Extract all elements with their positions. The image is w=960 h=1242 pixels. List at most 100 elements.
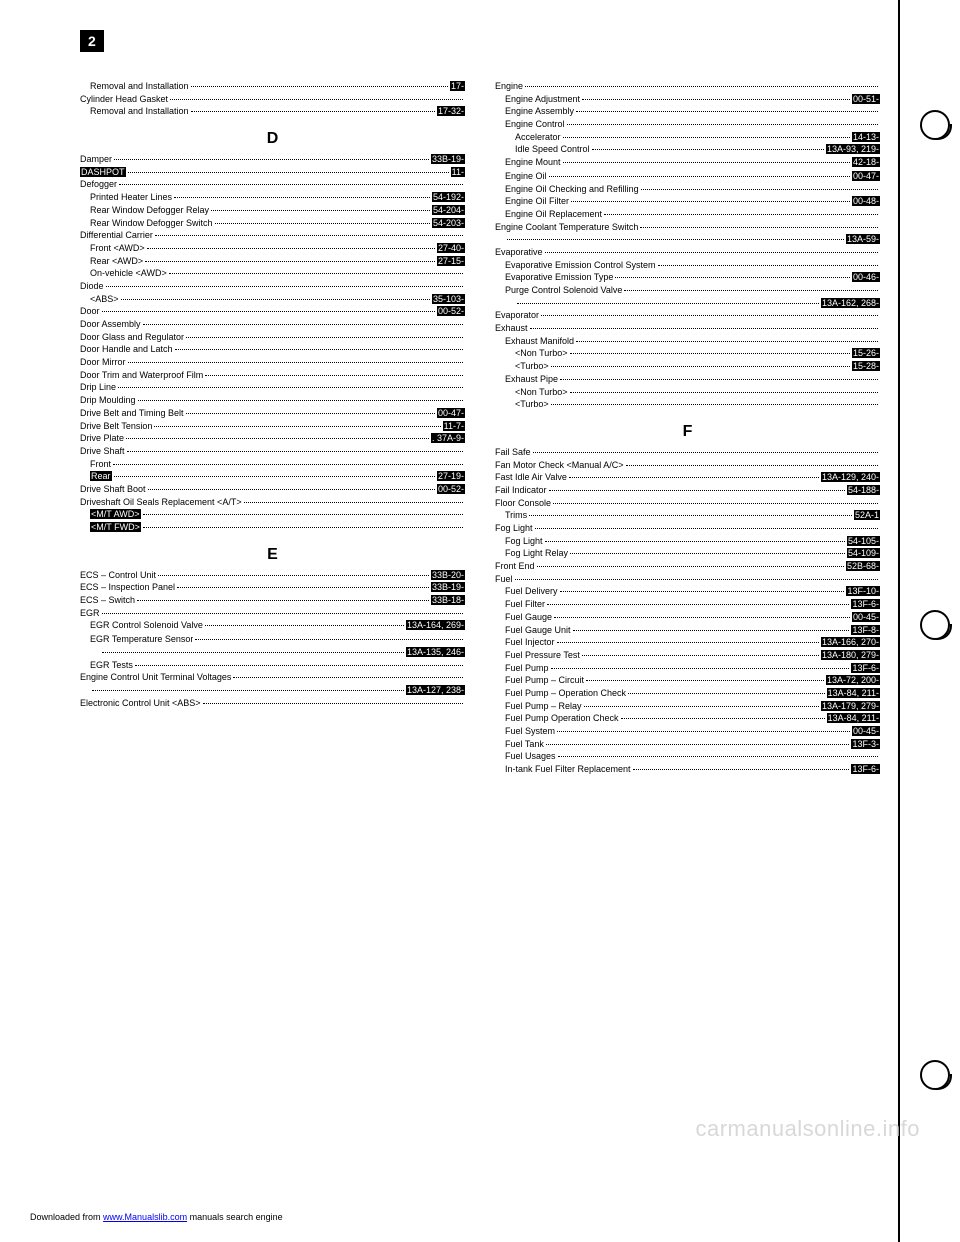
- entry-label: Fuel Pump: [505, 663, 549, 675]
- leader-dots: [570, 553, 845, 554]
- entry-label: Fuel Injector: [505, 637, 555, 649]
- entry-label: ECS – Control Unit: [80, 570, 156, 582]
- index-entry: Evaporator: [495, 310, 880, 322]
- index-entry: Damper33B-19-: [80, 154, 465, 166]
- leader-dots: [155, 235, 463, 236]
- entry-ref: 17-: [450, 81, 465, 93]
- leader-dots: [529, 515, 852, 516]
- binder-ring: [920, 110, 950, 140]
- leader-dots: [118, 387, 463, 388]
- entry-ref: 13A-84, 211-: [827, 688, 880, 700]
- index-entry: DASHPOT11-: [80, 167, 465, 179]
- entry-label: Exhaust Pipe: [505, 374, 558, 386]
- index-entry: Engine Oil Checking and Refilling: [495, 184, 880, 196]
- section-heading: D: [80, 130, 465, 148]
- entry-label: Fuel Filter: [505, 599, 545, 611]
- index-entry: Fuel Injector13A-166, 270-: [495, 637, 880, 649]
- entry-label: <Turbo>: [515, 399, 549, 411]
- entry-ref: 00-45-: [852, 726, 880, 738]
- leader-dots: [145, 261, 435, 262]
- entry-label: EGR Tests: [90, 660, 133, 672]
- leader-dots: [143, 514, 463, 515]
- leader-dots: [126, 438, 429, 439]
- entry-ref: 52B-68-: [846, 561, 880, 573]
- leader-dots: [537, 566, 844, 567]
- entry-label: Fan Motor Check <Manual A/C>: [495, 460, 624, 472]
- leader-dots: [244, 502, 463, 503]
- right-column: EngineEngine Adjustment00-51-Engine Asse…: [495, 80, 880, 777]
- leader-dots: [158, 575, 429, 576]
- leader-dots: [137, 600, 429, 601]
- index-entry: Rear Window Defogger Switch54-203-: [80, 218, 465, 230]
- leader-dots: [546, 744, 850, 745]
- index-entry: Rear <AWD>27-15-: [80, 256, 465, 268]
- index-entry: Front: [80, 459, 465, 471]
- binder-ring: [920, 610, 950, 640]
- leader-dots: [551, 366, 850, 367]
- entry-label: Fuel Pump Operation Check: [505, 713, 619, 725]
- footer-prefix: Downloaded from: [30, 1212, 103, 1222]
- index-entry: Engine Coolant Temperature Switch: [495, 222, 880, 234]
- entry-label: Drip Line: [80, 382, 116, 394]
- entry-label: Engine: [495, 81, 523, 93]
- entry-label: Engine Coolant Temperature Switch: [495, 222, 638, 234]
- leader-dots: [203, 703, 463, 704]
- index-entry: Fog Light: [495, 523, 880, 535]
- entry-ref: 54-204-: [432, 205, 465, 217]
- index-entry: Electronic Control Unit <ABS>: [80, 698, 465, 710]
- entry-ref: 00-51-: [852, 94, 880, 106]
- entry-ref: 13F-6-: [851, 599, 880, 611]
- index-entry: Door Trim and Waterproof Film: [80, 370, 465, 382]
- index-entry: Diode: [80, 281, 465, 293]
- entry-label: Floor Console: [495, 498, 551, 510]
- leader-dots: [205, 375, 463, 376]
- entry-ref: 33B-19-: [431, 154, 465, 166]
- leader-dots: [170, 99, 463, 100]
- leader-dots: [191, 111, 435, 112]
- entry-label: <Non Turbo>: [515, 348, 568, 360]
- index-entry: Fuel Pump – Operation Check13A-84, 211-: [495, 688, 880, 700]
- columns: Removal and Installation17-Cylinder Head…: [80, 80, 880, 777]
- binder-ring: [920, 1060, 950, 1090]
- index-entry: Fuel Delivery13F-10-: [495, 586, 880, 598]
- index-entry: Engine Control: [495, 119, 880, 131]
- entry-label: Fail Indicator: [495, 485, 547, 497]
- entry-ref: 13A-59-: [846, 234, 880, 246]
- entry-label: DASHPOT: [80, 167, 126, 179]
- index-entry: ECS – Inspection Panel33B-19-: [80, 582, 465, 594]
- index-entry: Engine Oil00-47-: [495, 171, 880, 183]
- entry-label: <Turbo>: [515, 361, 549, 373]
- entry-label: Removal and Installation: [90, 106, 189, 118]
- entry-label: Driveshaft Oil Seals Replacement <A/T>: [80, 497, 242, 509]
- footer-download: Downloaded from www.Manualslib.com manua…: [30, 1212, 283, 1222]
- entry-label: Engine Control: [505, 119, 565, 131]
- entry-ref: 13A-93, 219-: [826, 144, 880, 156]
- index-entry: Door Glass and Regulator: [80, 332, 465, 344]
- leader-dots: [604, 214, 878, 215]
- leader-dots: [554, 617, 850, 618]
- index-page: 2 Removal and Installation17-Cylinder He…: [50, 0, 910, 797]
- entry-ref: 52A-1: [854, 510, 880, 522]
- footer-link[interactable]: www.Manualslib.com: [103, 1212, 187, 1222]
- entry-label: Evaporative Emission Type: [505, 272, 613, 284]
- entry-label: Fuel Gauge: [505, 612, 552, 624]
- leader-dots: [195, 639, 463, 640]
- leader-dots: [205, 625, 404, 626]
- entry-label: Drip Moulding: [80, 395, 136, 407]
- index-entry: <ABS>35-103-: [80, 294, 465, 306]
- entry-label: Engine Mount: [505, 157, 561, 169]
- index-entry: 13A-162, 268-: [495, 298, 880, 310]
- entry-ref: 33B-18-: [431, 595, 465, 607]
- entry-label: EGR Control Solenoid Valve: [90, 620, 203, 632]
- leader-dots: [621, 718, 825, 719]
- leader-dots: [553, 503, 878, 504]
- leader-dots: [535, 528, 878, 529]
- entry-label: Engine Assembly: [505, 106, 574, 118]
- section-heading: F: [495, 423, 880, 441]
- leader-dots: [127, 451, 463, 452]
- leader-dots: [169, 273, 463, 274]
- entry-label: <M/T AWD>: [90, 509, 141, 521]
- leader-dots: [563, 162, 850, 163]
- leader-dots: [567, 124, 878, 125]
- entry-label: Printed Heater Lines: [90, 192, 172, 204]
